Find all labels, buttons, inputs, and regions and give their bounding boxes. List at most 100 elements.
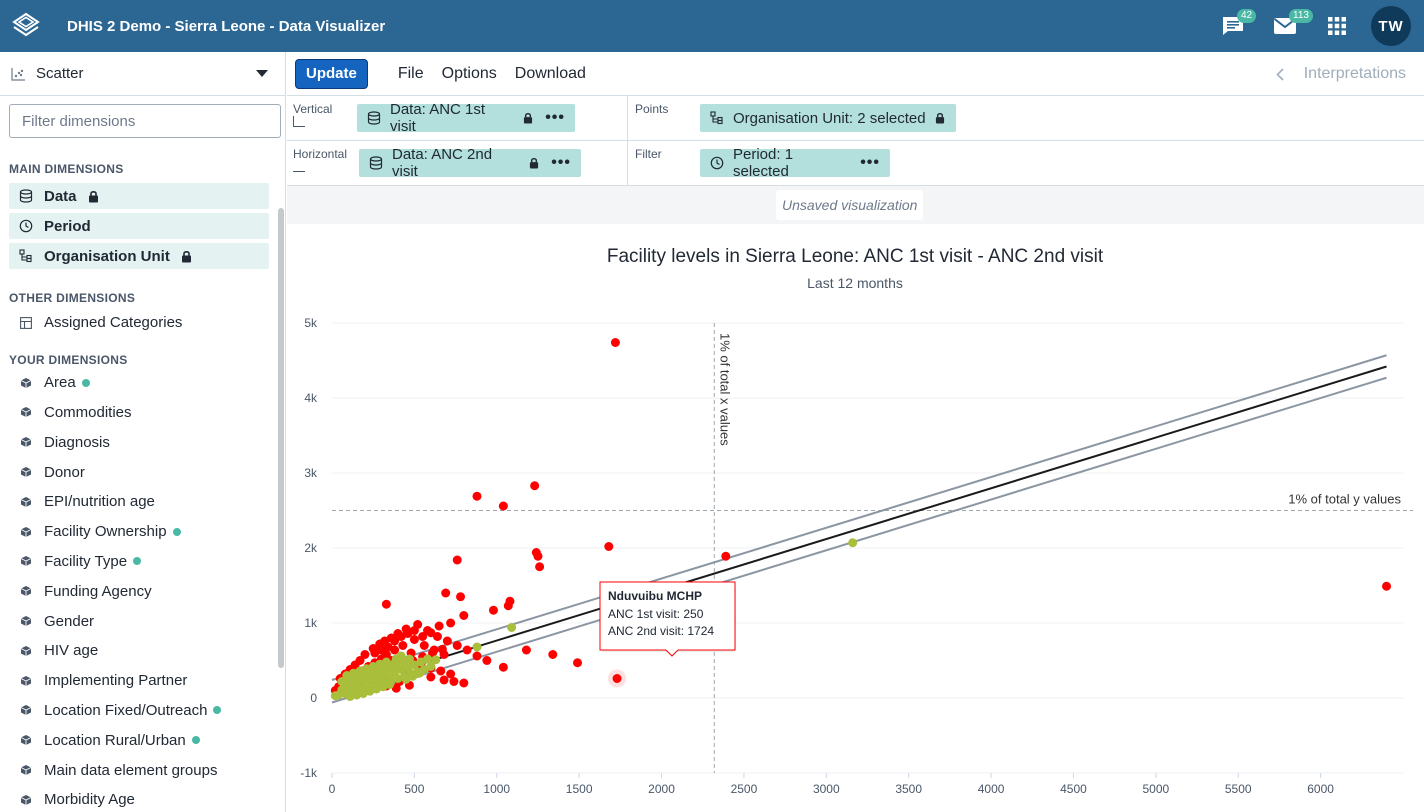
update-button[interactable]: Update — [295, 58, 368, 89]
chat-icon — [1223, 17, 1243, 35]
data-point — [472, 651, 482, 661]
dimension-item-label: EPI/nutrition age — [44, 493, 155, 511]
dimension-cube-icon — [20, 794, 32, 806]
dimension-item[interactable]: EPI/nutrition age — [0, 487, 278, 517]
dimension-item-label: Facility Ownership — [44, 523, 167, 541]
dimension-item[interactable]: Donor — [0, 457, 278, 487]
data-point — [409, 635, 419, 644]
apps-button[interactable] — [1311, 0, 1363, 52]
data-point — [428, 648, 438, 658]
y-tick-label: 5k — [304, 316, 318, 330]
vertical-chip-label: Data: ANC 1st visit — [390, 101, 486, 135]
dimension-item[interactable]: Implementing Partner — [0, 666, 278, 696]
sidebar-scrollbar[interactable] — [278, 208, 284, 668]
more-options-icon[interactable]: ••• — [551, 154, 571, 171]
options-menu[interactable]: Options — [441, 64, 497, 82]
chart-tooltip: Nduvuibu MCHP ANC 1st visit: 250 ANC 2nd v… — [599, 581, 736, 688]
data-point — [848, 538, 858, 548]
filter-period-chip[interactable]: Period: 1 selected ••• — [700, 146, 890, 180]
x-tick-label: 3000 — [813, 782, 840, 796]
data-point — [441, 588, 451, 598]
visualization-canvas: Unsaved visualization — [287, 186, 1424, 812]
dimension-cube-icon — [20, 555, 32, 567]
header-bar: DHIS 2 Demo - Sierra Leone - Data Visual… — [0, 0, 1424, 52]
dimension-item[interactable]: Location Rural/Urban — [0, 725, 278, 755]
data-point — [342, 671, 352, 680]
dimension-item[interactable]: Diagnosis — [0, 427, 278, 457]
points-org-unit-chip[interactable]: Organisation Unit: 2 selected — [700, 104, 956, 132]
dimension-data[interactable]: Data — [9, 183, 269, 209]
layout-divider — [287, 140, 1424, 141]
clock-icon — [19, 219, 33, 233]
data-point — [418, 632, 428, 641]
data-point — [390, 636, 400, 646]
dimension-data-label: Data — [44, 187, 77, 205]
dimension-cube-icon — [20, 466, 32, 478]
file-menu[interactable]: File — [397, 64, 424, 82]
horizontal-axis-icon — [293, 161, 305, 172]
filter-dimensions-input[interactable] — [9, 104, 281, 138]
data-point — [1382, 581, 1392, 591]
dimension-org-unit[interactable]: Organisation Unit — [9, 243, 269, 269]
scatter-chart-icon — [11, 67, 25, 81]
avatar[interactable]: TW — [1371, 6, 1411, 46]
y-tick-label: 4k — [304, 391, 318, 405]
dimension-cube-icon — [20, 734, 32, 746]
dhis2-logo-icon[interactable] — [0, 0, 52, 52]
tooltip-title: Nduvuibu MCHP — [608, 589, 702, 603]
data-point — [449, 677, 459, 686]
more-options-icon[interactable]: ••• — [860, 154, 880, 171]
vertical-axis-label: Vertical — [293, 102, 333, 116]
has-items-indicator — [213, 706, 222, 715]
dimension-item[interactable]: Facility Ownership — [0, 517, 278, 547]
more-options-icon[interactable]: ••• — [545, 109, 565, 126]
data-point — [459, 611, 469, 620]
org-unit-icon — [710, 111, 724, 125]
lock-icon — [181, 250, 192, 263]
dimensions-sidebar: Scatter MAIN DIMENSIONS Data Period Orga… — [0, 52, 286, 812]
horizontal-data-chip[interactable]: Data: ANC 2nd visit ••• — [359, 146, 581, 180]
dimension-item[interactable]: Commodities — [0, 398, 278, 428]
dimension-assigned-categories[interactable]: Assigned Categories — [0, 308, 278, 338]
confidence-band-line — [331, 376, 1387, 704]
dimension-item[interactable]: Funding Agency — [0, 576, 278, 606]
dimension-item[interactable]: Main data element groups — [0, 755, 278, 785]
dimension-item-label: Implementing Partner — [44, 672, 188, 690]
dimension-item-label: Morbidity Age — [44, 791, 135, 809]
dimension-item[interactable]: Gender — [0, 606, 278, 636]
scatter-chart[interactable]: Facility levels in Sierra Leone: ANC 1st… — [287, 224, 1424, 812]
dimension-item-label: Donor — [44, 463, 85, 481]
visualization-type-selector[interactable]: Scatter — [0, 52, 285, 96]
dimension-period[interactable]: Period — [9, 213, 269, 239]
data-point — [426, 672, 436, 682]
dimension-item-label: Location Rural/Urban — [44, 731, 186, 749]
dimension-item-label: Diagnosis — [44, 433, 110, 451]
org-unit-icon — [19, 249, 33, 263]
dimension-item[interactable]: Area — [0, 368, 278, 398]
messages-button[interactable]: 42 — [1207, 0, 1259, 52]
data-point — [381, 599, 391, 609]
data-point — [452, 641, 462, 650]
chevron-down-icon — [256, 70, 268, 77]
data-point — [610, 338, 620, 347]
x-tick-label: 5000 — [1142, 782, 1169, 796]
dimension-item-label: Location Fixed/Outreach — [44, 701, 208, 719]
interpretations-toggle[interactable]: Interpretations — [1276, 65, 1406, 83]
vertical-data-chip[interactable]: Data: ANC 1st visit ••• — [357, 101, 575, 135]
email-button[interactable]: 113 — [1259, 0, 1313, 52]
visualization-type-label: Scatter — [36, 65, 84, 82]
x-tick-label: 0 — [329, 782, 336, 796]
dimension-item[interactable]: Facility Type — [0, 547, 278, 577]
apps-grid-icon — [1328, 17, 1346, 35]
dimension-item[interactable]: Morbidity Age — [0, 785, 278, 812]
download-menu[interactable]: Download — [514, 64, 586, 82]
has-items-indicator — [81, 378, 90, 387]
data-point — [459, 678, 469, 688]
database-icon — [367, 111, 381, 125]
horizontal-chip-label: Data: ANC 2nd visit — [392, 146, 493, 180]
dimension-item[interactable]: HIV age — [0, 636, 278, 666]
dimension-item[interactable]: Location Fixed/Outreach — [0, 696, 278, 726]
x-tick-label: 3500 — [895, 782, 922, 796]
chart-reference-lines: 1% of total x values 1% of total y values — [332, 323, 1413, 773]
your-dimensions-title: YOUR DIMENSIONS — [9, 352, 128, 367]
